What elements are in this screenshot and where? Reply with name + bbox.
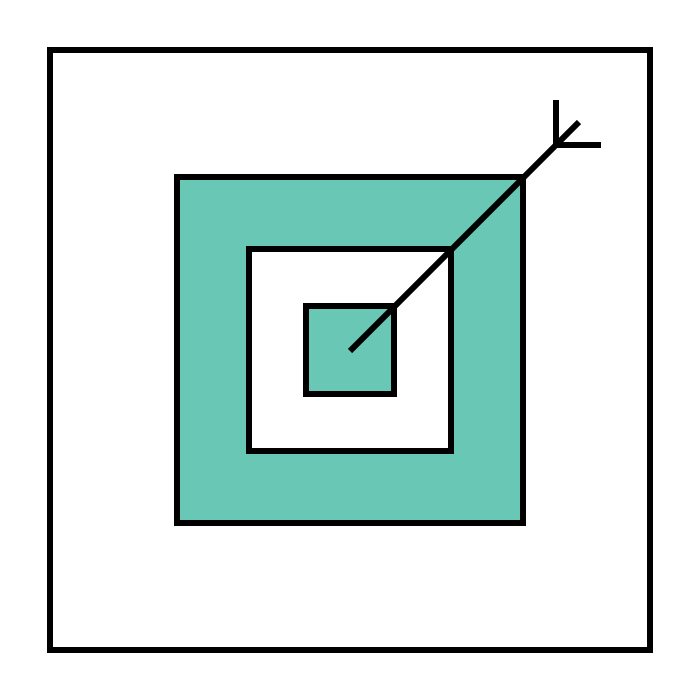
arrow-shaft: [347, 140, 561, 354]
arrow-fletching: [553, 100, 601, 148]
